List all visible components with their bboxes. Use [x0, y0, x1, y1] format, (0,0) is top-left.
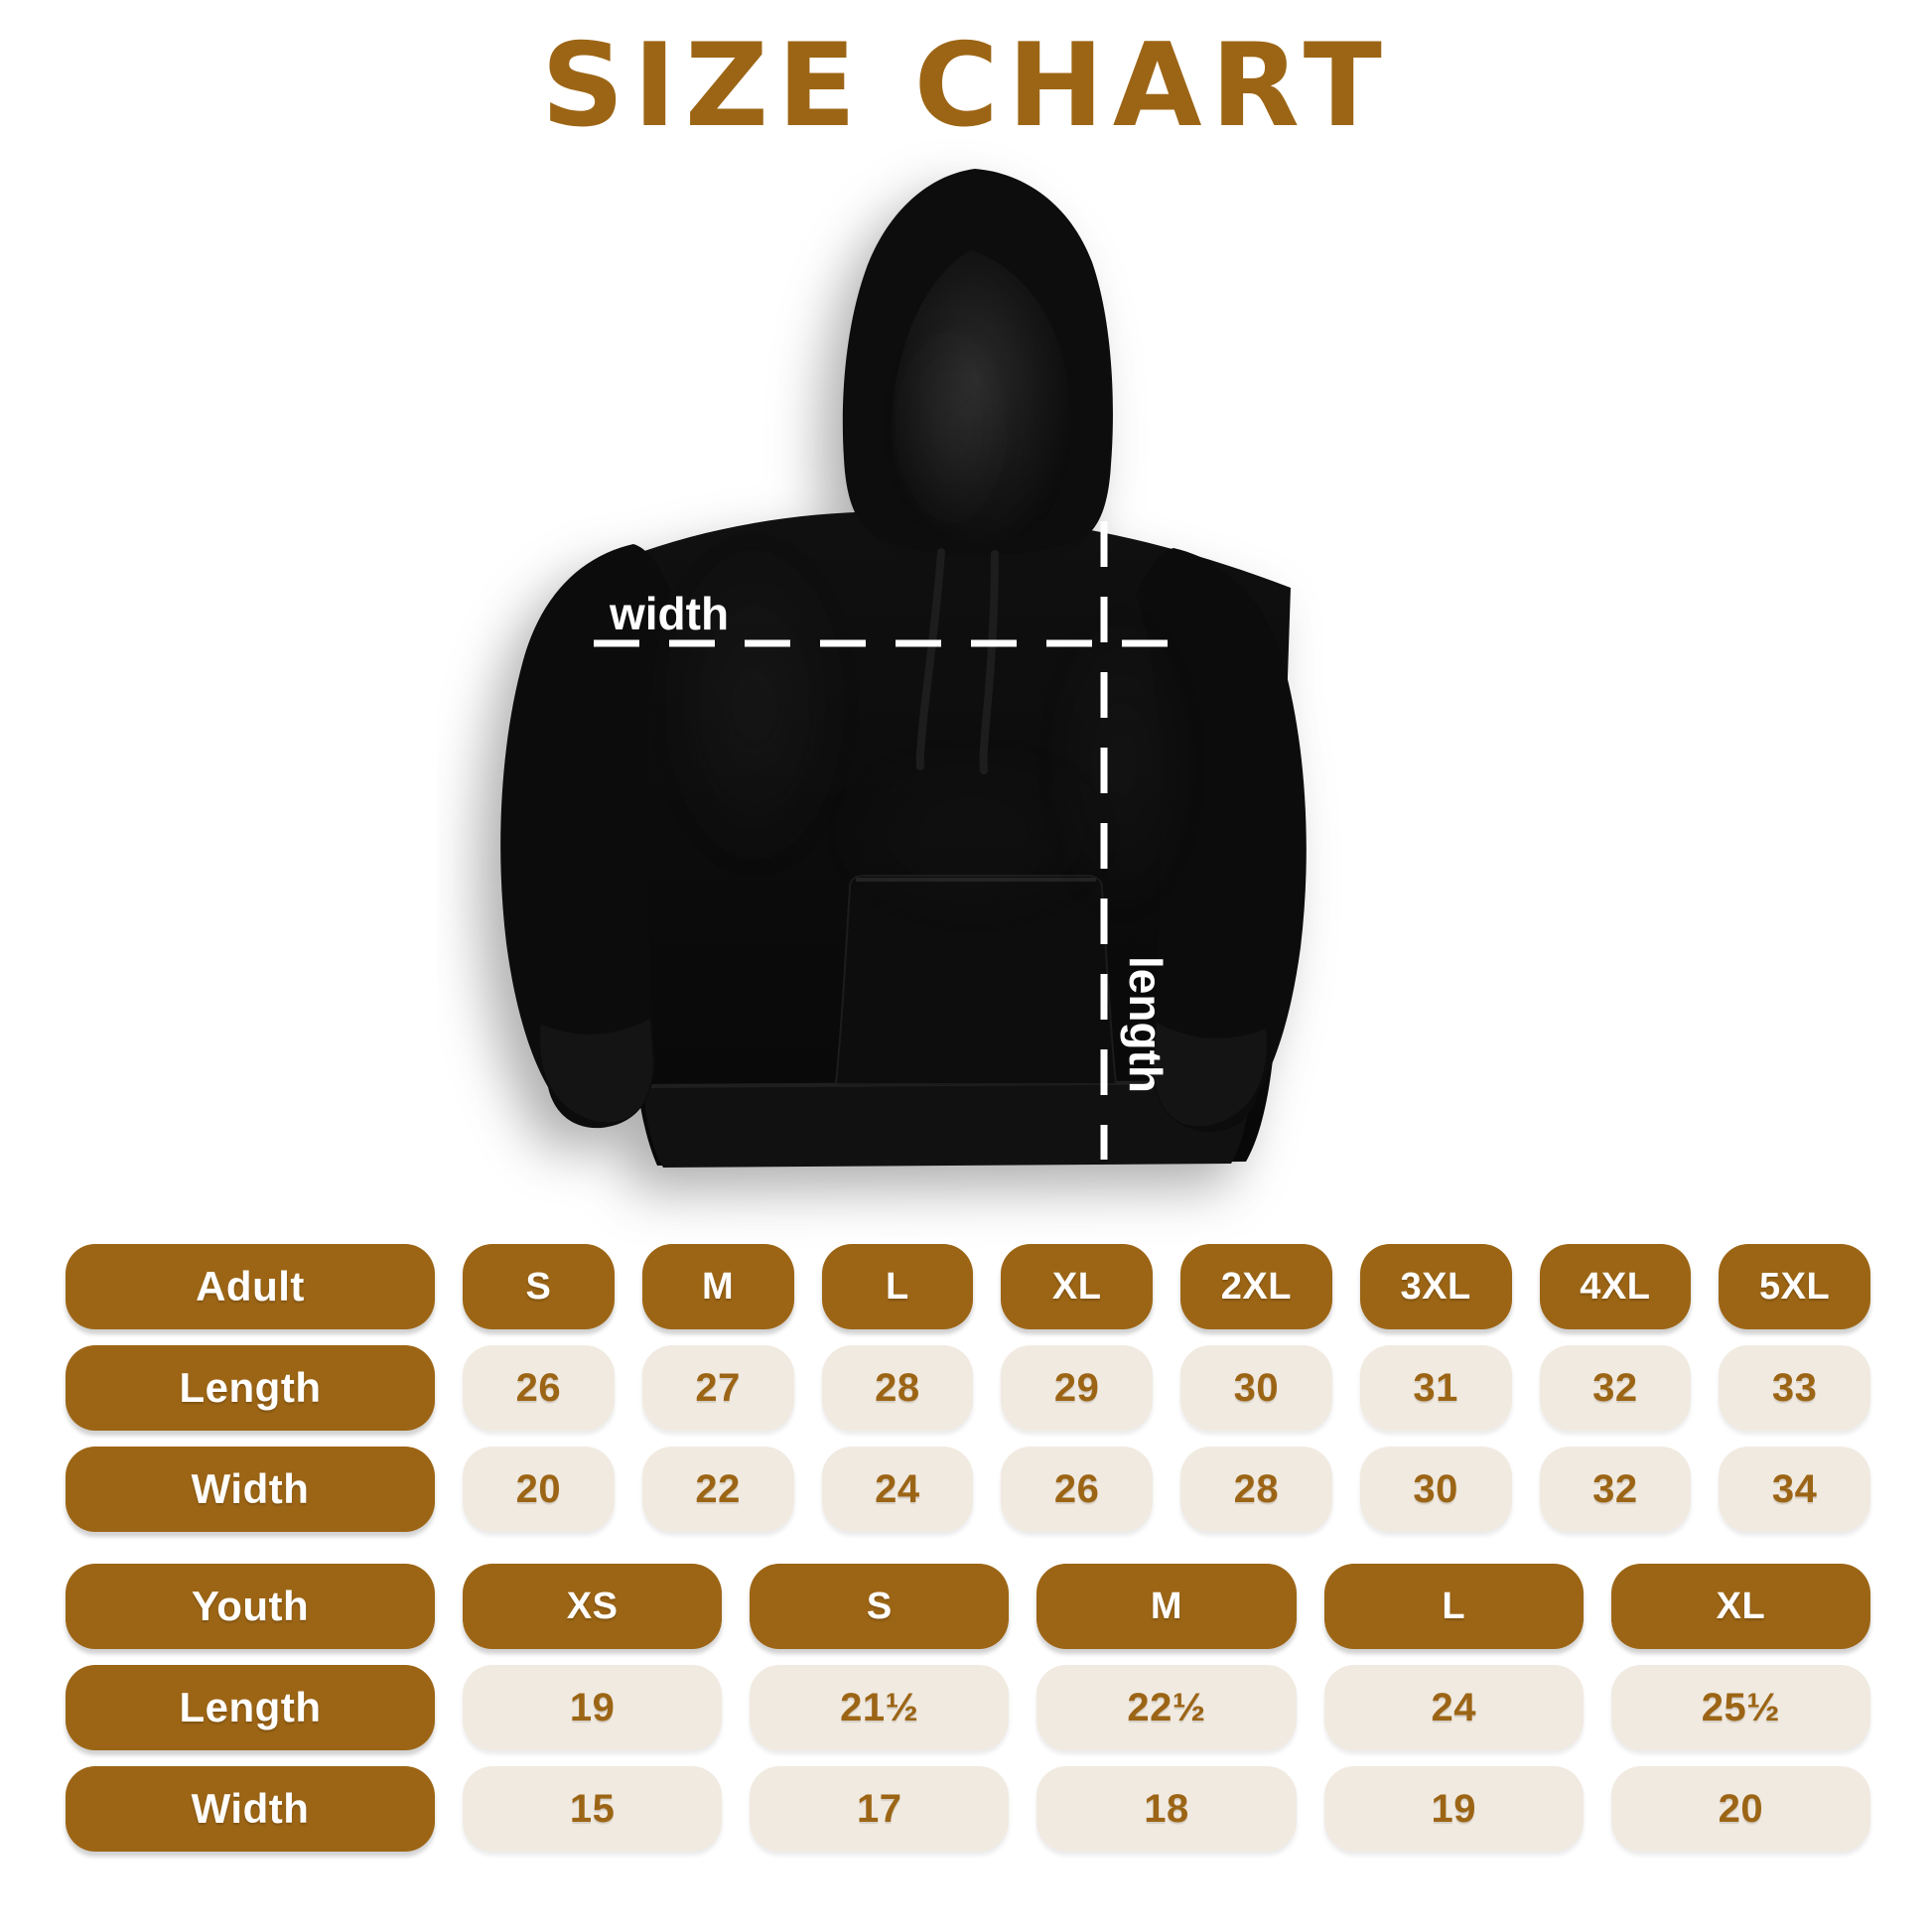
- size-header-pill: 3XL: [1359, 1244, 1512, 1329]
- page-title: SIZE CHART: [541, 19, 1391, 153]
- size-value-pill: 31: [1359, 1345, 1512, 1431]
- table-row: Length 19 21½ 22½ 24 25½: [66, 1665, 1871, 1750]
- size-header-pill: XL: [1610, 1564, 1871, 1649]
- size-header-pill: 2XL: [1180, 1244, 1332, 1329]
- drawstring-left: [915, 548, 945, 770]
- size-value-pill: 20: [463, 1447, 615, 1532]
- size-value-pill: 26: [1001, 1447, 1153, 1532]
- size-value-pill: 28: [821, 1345, 974, 1431]
- size-table-adult: Adult S M L XL 2XL 3XL 4XL 5XL Length 26 27 28 29 30 31…: [66, 1244, 1870, 1532]
- table-row: Adult S M L XL 2XL 3XL 4XL 5XL: [66, 1244, 1870, 1329]
- size-value-pill: 30: [1359, 1447, 1512, 1532]
- size-value-pill: 32: [1539, 1345, 1692, 1431]
- size-value-pill: 25½: [1610, 1665, 1871, 1750]
- size-value-pill: 33: [1719, 1345, 1870, 1431]
- size-value-pill: 22: [641, 1447, 794, 1532]
- size-value-pill: 22½: [1036, 1665, 1297, 1750]
- size-value-pill: 34: [1719, 1447, 1870, 1532]
- size-value-pill: 15: [463, 1766, 723, 1852]
- size-header-pill: S: [750, 1564, 1010, 1649]
- size-header-pill: 4XL: [1539, 1244, 1692, 1329]
- size-header-pill: M: [641, 1244, 794, 1329]
- row-label-pill: Length: [66, 1345, 435, 1431]
- row-label-pill: Adult: [66, 1244, 435, 1329]
- measure-overlay: width length: [594, 521, 1186, 1160]
- size-header-pill: L: [821, 1244, 974, 1329]
- size-value-pill: 29: [1001, 1345, 1153, 1431]
- size-value-pill: 18: [1036, 1766, 1297, 1852]
- size-header-pill: L: [1323, 1564, 1584, 1649]
- hoodie-shape: [500, 169, 1307, 1168]
- size-value-pill: 20: [1610, 1766, 1871, 1852]
- size-value-pill: 19: [463, 1665, 723, 1750]
- size-value-pill: 19: [1323, 1766, 1584, 1852]
- size-header-pill: XS: [463, 1564, 723, 1649]
- size-value-pill: 32: [1539, 1447, 1692, 1532]
- row-label-pill: Width: [66, 1766, 435, 1852]
- size-value-pill: 21½: [750, 1665, 1010, 1750]
- size-header-pill: M: [1036, 1564, 1297, 1649]
- row-label-pill: Length: [66, 1665, 435, 1750]
- size-header-pill: 5XL: [1719, 1244, 1870, 1329]
- size-value-pill: 28: [1180, 1447, 1332, 1532]
- hoodie-figure: width length: [437, 139, 1350, 1251]
- size-value-pill: 30: [1180, 1345, 1332, 1431]
- length-measure-label: length: [1120, 956, 1172, 1093]
- width-measure-label: width: [609, 588, 729, 639]
- size-value-pill: 24: [1323, 1665, 1584, 1750]
- size-value-pill: 24: [821, 1447, 974, 1532]
- hoodie-illustration: width length: [500, 169, 1307, 1168]
- table-row: Width 20 22 24 26 28 30 32 34: [66, 1447, 1870, 1532]
- row-label-pill: Width: [66, 1447, 435, 1532]
- table-row: Width 15 17 18 19 20: [66, 1766, 1871, 1852]
- size-header-pill: S: [463, 1244, 615, 1329]
- size-value-pill: 27: [641, 1345, 794, 1431]
- size-tables: Adult S M L XL 2XL 3XL 4XL 5XL Length 26 27 28 29 30 31…: [66, 1244, 1871, 1867]
- size-value-pill: 17: [750, 1766, 1010, 1852]
- size-header-pill: XL: [1001, 1244, 1153, 1329]
- table-row: Length 26 27 28 29 30 31 32 33: [66, 1345, 1870, 1431]
- row-label-pill: Youth: [66, 1564, 435, 1649]
- table-row: Youth XS S M L XL: [66, 1564, 1871, 1649]
- size-value-pill: 26: [463, 1345, 615, 1431]
- drawstring-right: [979, 550, 999, 774]
- size-table-youth: Youth XS S M L XL Length 19 21½ 22½ 24 25½ Width 15 17…: [66, 1564, 1871, 1852]
